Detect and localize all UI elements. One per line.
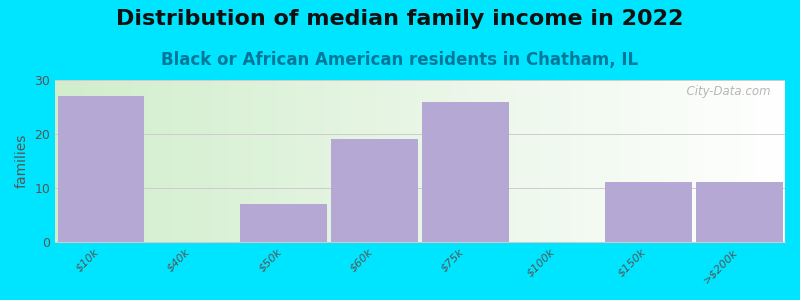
Bar: [58, 96, 144, 242]
Bar: [605, 182, 691, 242]
Bar: [240, 204, 326, 242]
Bar: [696, 182, 782, 242]
Text: City-Data.com: City-Data.com: [678, 85, 770, 98]
Text: Black or African American residents in Chatham, IL: Black or African American residents in C…: [162, 51, 638, 69]
Bar: [422, 102, 509, 242]
Text: Distribution of median family income in 2022: Distribution of median family income in …: [116, 9, 684, 29]
Y-axis label: families: families: [15, 134, 29, 188]
Bar: [331, 139, 418, 242]
